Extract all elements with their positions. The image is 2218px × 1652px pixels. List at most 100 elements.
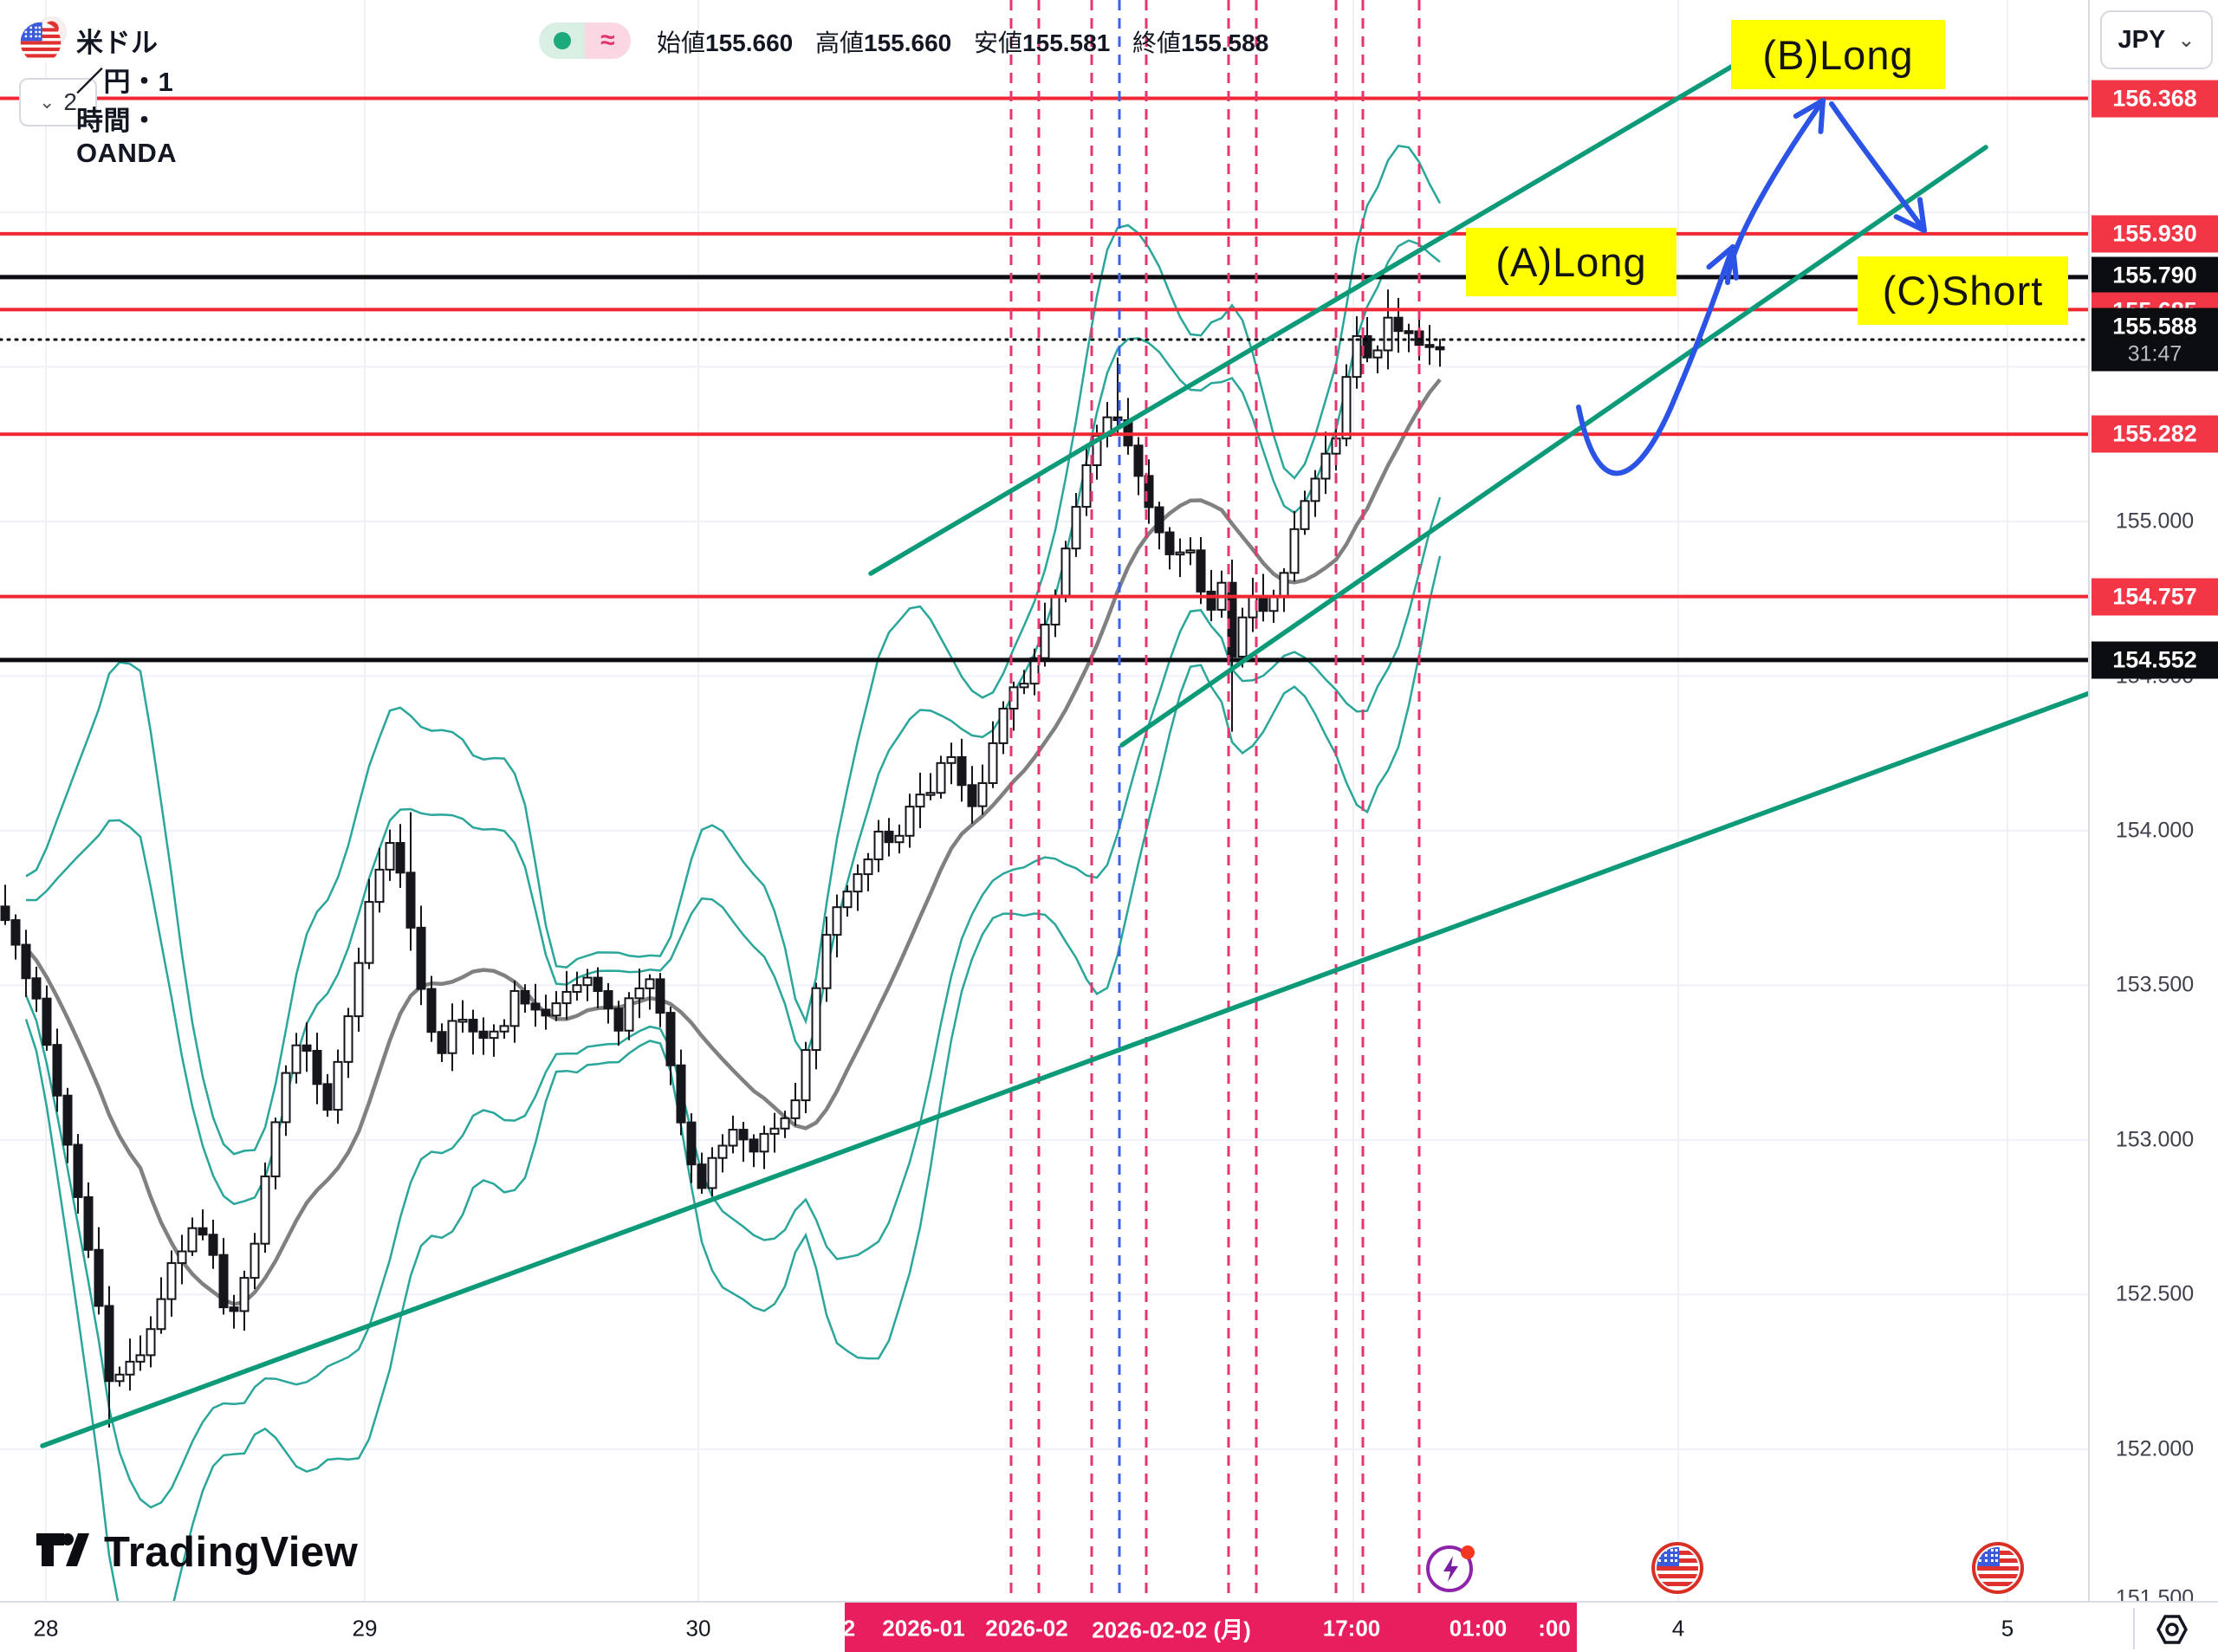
candle-up (1341, 376, 1352, 440)
candle-down (1154, 506, 1164, 534)
current-price-label: 155.588 31:47 (2092, 308, 2218, 372)
candle-up (790, 1099, 801, 1119)
candle-up (572, 984, 582, 993)
currency-value: JPY (2117, 25, 2166, 54)
candle-up (780, 1117, 790, 1130)
candle-down (94, 1248, 104, 1307)
candle-up (759, 1132, 769, 1153)
candle-down (426, 988, 437, 1033)
candle-down (884, 830, 894, 844)
level-price-label: 154.757 (2092, 578, 2218, 616)
time-tick-label: 28 (33, 1615, 59, 1641)
currency-selector[interactable]: JPY ⌄ (2100, 10, 2213, 69)
candle-down (957, 755, 967, 787)
us-flag-event-icon[interactable] (1972, 1542, 2024, 1598)
open-value: 155.660 (705, 29, 794, 56)
annotation-c-short[interactable]: (C)Short (1858, 256, 2068, 325)
candle-down (478, 1030, 489, 1040)
annotation-b-long[interactable]: (B)Long (1731, 20, 1945, 89)
time-axis[interactable]: 28 29 30 4 5 2 2026-01 2026-02 2026-02-02 (月) 17:… (0, 1601, 2218, 1652)
bollinger-band-line (24, 496, 1442, 1509)
candle-up (156, 1298, 166, 1331)
usdjpy-flag-icon (19, 16, 68, 64)
candle-up (707, 1156, 717, 1189)
candle-up (250, 1242, 260, 1279)
tradingview-watermark[interactable]: TradingView (35, 1526, 358, 1577)
us-flag-event-icon[interactable] (1651, 1542, 1703, 1598)
candle-up (499, 1025, 509, 1033)
candle-down (312, 1049, 322, 1085)
candle-up (936, 761, 946, 794)
bar-count-value: 2 (63, 88, 77, 115)
close-value: 155.588 (1181, 29, 1269, 56)
price-scale[interactable]: 155.588 31:47 155.000154.500154.000153.5… (2088, 0, 2218, 1610)
candle-up (1310, 477, 1320, 502)
candle-down (1112, 416, 1123, 421)
trendline[interactable] (1119, 145, 1988, 748)
candle-down (416, 926, 426, 990)
candle-up (624, 997, 634, 1032)
candle-down (62, 1094, 73, 1146)
highlighted-time-label: 01:00 (1449, 1615, 1508, 1641)
candle-up (551, 1002, 561, 1017)
candle-down (468, 1019, 478, 1033)
price-tick-label: 153.500 (2115, 972, 2195, 997)
candle-down (1258, 595, 1268, 612)
plan-arrowhead (1893, 214, 1927, 233)
plan-arrow[interactable] (1829, 101, 1927, 233)
bar-count-button[interactable]: ⌄ 2 (19, 78, 97, 126)
candle-down (738, 1129, 749, 1141)
candle-up (905, 806, 915, 837)
level-price-label: 156.368 (2092, 80, 2218, 118)
annotation-a-long[interactable]: (A)Long (1466, 228, 1676, 296)
candle-down (1206, 590, 1216, 611)
plan-arrow[interactable] (1576, 244, 1735, 476)
time-tick-label: 4 (1671, 1615, 1685, 1641)
market-status-pill[interactable]: ≈ (539, 23, 631, 59)
symbol-title[interactable]: 米ドル／円・1時間・OANDA (76, 28, 178, 168)
low-label: 安値 (974, 29, 1023, 56)
candle-up (1320, 452, 1331, 480)
candle-up (343, 1015, 353, 1063)
candle-down (0, 905, 10, 922)
candle-up (1050, 594, 1060, 626)
gear-icon[interactable] (2154, 1611, 2190, 1652)
trendline[interactable] (868, 57, 1746, 576)
candle-down (198, 1227, 208, 1236)
candle-down (31, 977, 42, 1000)
candle-down (1164, 531, 1175, 555)
candle-up (333, 1060, 343, 1111)
candle-up (863, 858, 873, 876)
candle-up (769, 1127, 780, 1135)
candle-up (281, 1072, 291, 1124)
candle-down (437, 1031, 447, 1054)
candle-up (1300, 500, 1310, 530)
candle-down (73, 1143, 83, 1198)
candle-up (1352, 334, 1362, 379)
plan-arrow[interactable] (1725, 98, 1826, 285)
chevron-down-icon: ⌄ (2177, 28, 2195, 52)
time-axis-highlight (845, 1603, 1577, 1652)
price-tick-label: 155.000 (2115, 509, 2195, 534)
candle-down (697, 1163, 707, 1189)
candle-up (894, 834, 905, 844)
candle-down (686, 1121, 697, 1166)
trendline[interactable] (40, 690, 2092, 1448)
candle-up (832, 906, 842, 936)
candle-up (915, 794, 925, 808)
axis-separator (2133, 1608, 2135, 1649)
candle-down (405, 871, 416, 929)
candle-down (1404, 330, 1414, 334)
candle-up (270, 1121, 281, 1177)
bollinger-band-line (25, 145, 1442, 1156)
candle-down (208, 1234, 218, 1256)
highlighted-time-label: 2026-02-02 (月) (1092, 1616, 1251, 1642)
candle-up (1268, 595, 1279, 612)
economic-event-icon[interactable] (1424, 1540, 1478, 1598)
candle-up (509, 989, 520, 1027)
candle-up (177, 1250, 187, 1265)
us-flag-icon (1651, 1542, 1703, 1594)
candle-up (1060, 547, 1071, 597)
